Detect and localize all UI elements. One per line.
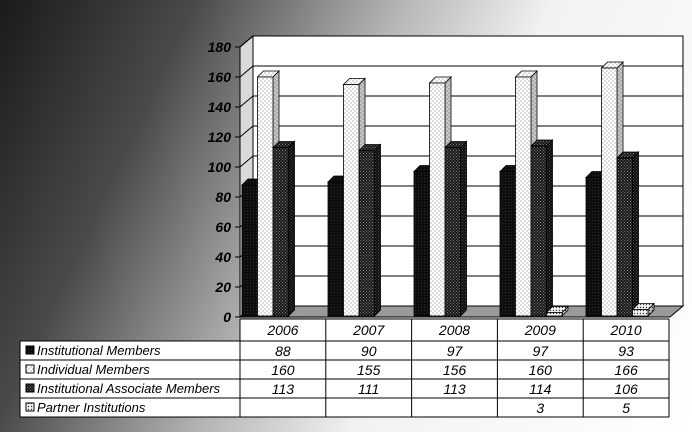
data-label: 166 bbox=[614, 362, 638, 378]
data-label: 88 bbox=[275, 343, 291, 359]
data-label: 113 bbox=[443, 381, 466, 397]
bar bbox=[272, 140, 296, 317]
y-tick-label: 140 bbox=[208, 99, 232, 115]
data-label: 114 bbox=[529, 381, 552, 397]
x-tick-label: 2006 bbox=[266, 322, 298, 338]
legend-label: Institutional Members bbox=[37, 343, 161, 358]
data-label: 111 bbox=[358, 381, 379, 397]
data-label: 106 bbox=[614, 381, 638, 397]
x-tick-label: 2010 bbox=[610, 322, 642, 338]
bar bbox=[530, 139, 554, 317]
legend-swatch bbox=[25, 383, 35, 393]
data-label: 3 bbox=[536, 400, 544, 416]
data-table: 2006 2007 2008 2009 2010 Institutional Member… bbox=[19, 318, 670, 418]
bar bbox=[444, 140, 468, 317]
y-tick-label: 80 bbox=[215, 189, 231, 205]
legend-label: Individual Members bbox=[37, 362, 150, 377]
data-label: 156 bbox=[443, 362, 467, 378]
bar bbox=[631, 302, 655, 317]
data-label: 97 bbox=[533, 343, 550, 359]
gridline-side bbox=[239, 35, 254, 48]
gridline-side bbox=[239, 155, 254, 168]
y-tick-label: 40 bbox=[214, 249, 231, 265]
y-tick-label: 100 bbox=[208, 159, 232, 175]
data-label: 160 bbox=[271, 362, 295, 378]
bar bbox=[616, 151, 640, 317]
x-tick-label: 2009 bbox=[524, 322, 556, 338]
data-label: 155 bbox=[357, 362, 381, 378]
table-header-bg bbox=[240, 319, 669, 341]
legend-swatch bbox=[25, 402, 35, 412]
legend-label: Partner Institutions bbox=[37, 400, 146, 415]
y-axis: 180 160 140 120 100 80 60 40 20 0 bbox=[208, 39, 241, 325]
bar bbox=[545, 305, 569, 317]
legend-swatch bbox=[25, 364, 35, 374]
legend-label: Institutional Associate Members bbox=[37, 381, 221, 396]
y-tick-label: 0 bbox=[223, 309, 231, 325]
data-label: 93 bbox=[618, 343, 634, 359]
y-tick-label: 180 bbox=[208, 39, 232, 55]
data-label: 113 bbox=[272, 381, 295, 397]
bar bbox=[358, 143, 382, 317]
y-tick-label: 160 bbox=[208, 69, 232, 85]
x-tick-label: 2008 bbox=[438, 322, 470, 338]
y-tick-label: 120 bbox=[208, 129, 232, 145]
data-label: 90 bbox=[361, 343, 377, 359]
y-tick-label: 60 bbox=[215, 219, 231, 235]
data-label: 5 bbox=[622, 400, 630, 416]
gridline-side bbox=[239, 65, 254, 78]
gridline-side bbox=[239, 125, 254, 138]
legend-swatch bbox=[25, 345, 35, 355]
data-label: 160 bbox=[529, 362, 553, 378]
bars bbox=[241, 61, 655, 317]
y-tick-label: 20 bbox=[214, 279, 231, 295]
gridline-side bbox=[239, 95, 254, 108]
x-tick-label: 2007 bbox=[352, 322, 385, 338]
data-label: 97 bbox=[447, 343, 464, 359]
